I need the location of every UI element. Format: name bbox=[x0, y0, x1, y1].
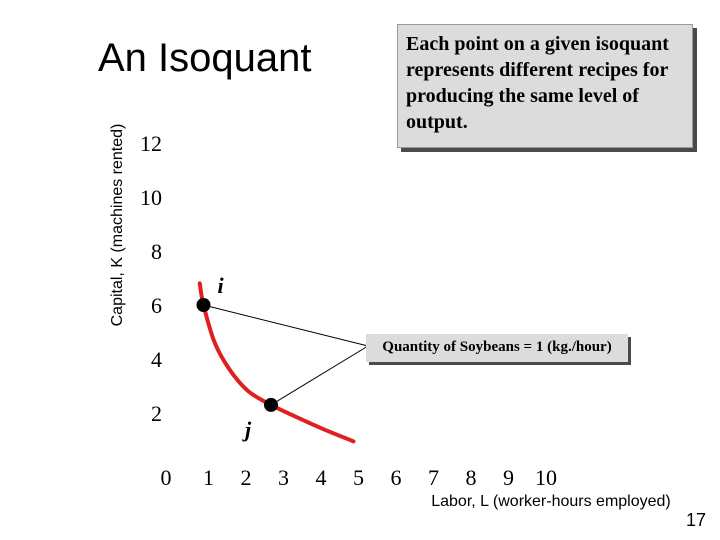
isoquant-label: Quantity of Soybeans = 1 (kg./hour) bbox=[366, 334, 628, 362]
origin-tick-label: 0 bbox=[161, 465, 172, 490]
x-tick-label: 3 bbox=[278, 465, 289, 490]
y-tick-label: 4 bbox=[151, 347, 162, 372]
x-tick-label: 4 bbox=[316, 465, 327, 490]
x-tick-label: 6 bbox=[391, 465, 402, 490]
y-tick-label: 12 bbox=[140, 131, 162, 156]
x-tick-label: 5 bbox=[353, 465, 364, 490]
point-group: ij bbox=[196, 273, 278, 442]
x-axis-label: Labor, L (worker-hours employed) bbox=[431, 493, 671, 510]
x-axis-ticks: 1 2 3 4 5 6 7 8 9 10 bbox=[203, 465, 557, 490]
page-number: 17 bbox=[686, 510, 707, 530]
annotation-leader-lines bbox=[203, 304, 369, 406]
y-tick-label: 8 bbox=[151, 239, 162, 264]
x-tick-label: 1 bbox=[203, 465, 214, 490]
y-axis-ticks: 12 10 8 6 4 2 bbox=[140, 131, 162, 426]
leader-line-j bbox=[270, 345, 369, 406]
y-axis-label: Capital, K (machines rented) bbox=[109, 124, 126, 327]
leader-line-i bbox=[203, 304, 369, 347]
isoquant-curve bbox=[197, 281, 356, 444]
page-title: An Isoquant bbox=[98, 36, 312, 80]
y-tick-label: 6 bbox=[151, 293, 162, 318]
x-tick-label: 8 bbox=[466, 465, 477, 490]
x-tick-label: 2 bbox=[241, 465, 252, 490]
x-tick-label: 9 bbox=[503, 465, 514, 490]
point-i bbox=[196, 298, 211, 312]
y-tick-label: 10 bbox=[140, 185, 162, 210]
series-group bbox=[197, 281, 356, 444]
y-tick-label: 2 bbox=[151, 401, 162, 426]
x-tick-label: 7 bbox=[428, 465, 439, 490]
explanation-note: Each point on a given isoquant represent… bbox=[397, 24, 693, 148]
point-label-i: i bbox=[218, 273, 225, 298]
point-label-j: j bbox=[242, 417, 252, 442]
x-tick-label: 10 bbox=[535, 465, 557, 490]
point-j bbox=[264, 397, 278, 412]
